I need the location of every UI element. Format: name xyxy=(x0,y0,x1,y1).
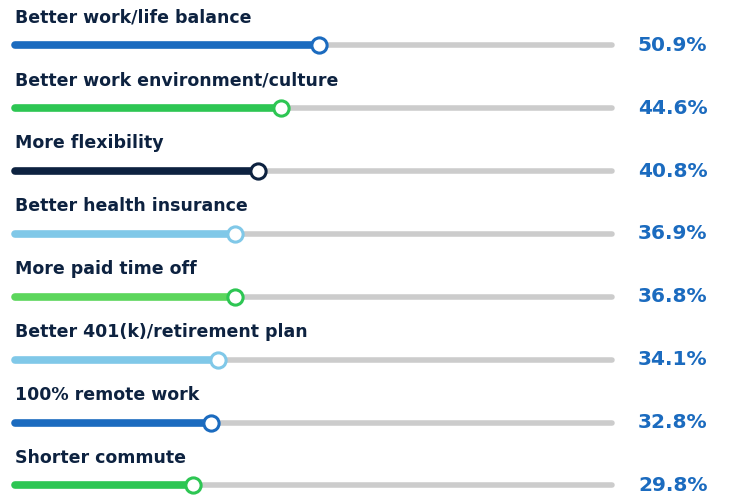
Point xyxy=(187,481,198,489)
Text: 40.8%: 40.8% xyxy=(638,161,708,181)
Text: Better health insurance: Better health insurance xyxy=(15,197,247,215)
Text: Better work/life balance: Better work/life balance xyxy=(15,9,251,27)
Point xyxy=(229,293,241,301)
Text: 36.9%: 36.9% xyxy=(638,224,707,243)
Text: Shorter commute: Shorter commute xyxy=(15,449,186,467)
Text: 100% remote work: 100% remote work xyxy=(15,386,199,404)
Text: More flexibility: More flexibility xyxy=(15,134,163,152)
Point xyxy=(253,167,265,175)
Text: Better 401(k)/retirement plan: Better 401(k)/retirement plan xyxy=(15,323,307,341)
Text: 44.6%: 44.6% xyxy=(638,99,708,118)
Point xyxy=(313,41,324,49)
Text: Better work environment/culture: Better work environment/culture xyxy=(15,71,338,90)
Point xyxy=(205,418,217,427)
Text: 34.1%: 34.1% xyxy=(638,350,708,369)
Point xyxy=(230,230,241,238)
Point xyxy=(276,104,287,112)
Text: 36.8%: 36.8% xyxy=(638,287,708,306)
Point xyxy=(213,356,225,364)
Text: 29.8%: 29.8% xyxy=(638,476,707,495)
Text: More paid time off: More paid time off xyxy=(15,260,196,278)
Text: 32.8%: 32.8% xyxy=(638,413,708,432)
Text: 50.9%: 50.9% xyxy=(638,36,707,55)
